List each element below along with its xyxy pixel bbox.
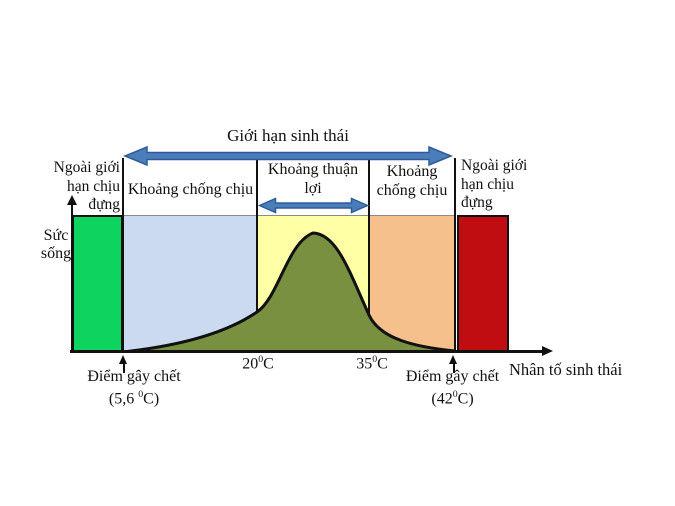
death-point-left-label: Điểm gây chết (5,6 0C) xyxy=(87,368,181,408)
death-point-right-arrow-icon xyxy=(448,355,457,364)
vitality-curve-fill xyxy=(123,233,455,352)
favorable-label: Khoảng thuận lợi xyxy=(267,161,359,197)
tick-35c-line xyxy=(368,160,370,352)
ecological-limit-arrow-icon xyxy=(123,145,453,167)
x-tick-20c: 200C xyxy=(242,354,274,373)
death-point-left-line xyxy=(122,158,124,352)
vitality-curve-outline xyxy=(123,231,455,353)
y-axis-label: Sức sống xyxy=(40,227,72,262)
x-axis-arrow-icon xyxy=(542,345,553,356)
vitality-curve xyxy=(123,231,455,353)
y-axis-line xyxy=(70,205,73,352)
outer-limit-label-right: Ngoài giới hạn chịu đựng xyxy=(461,157,528,211)
tick-20c-line xyxy=(256,160,258,352)
x-axis-label: Nhân tố sinh thái xyxy=(509,360,623,379)
resistance-left-label: Khoảng chống chịu xyxy=(127,181,254,198)
x-tick-35c: 350C xyxy=(356,354,388,373)
resistance-right-label: Khoảng chống chịu xyxy=(376,163,448,199)
death-point-right-label: Điểm gây chết (420C) xyxy=(405,368,500,408)
outer-limit-label-left: Ngoài giới hạn chịu đựng xyxy=(53,159,120,213)
lethal-zone-left-bar xyxy=(72,215,123,352)
resistance-zone-right xyxy=(369,215,455,352)
death-point-right-arrow-stem xyxy=(452,361,455,373)
favorable-range-arrow-icon xyxy=(258,197,369,214)
death-point-left-arrow-stem xyxy=(122,361,125,373)
x-axis-line xyxy=(70,350,544,353)
death-point-right-line xyxy=(454,158,456,352)
lethal-zone-right-bar xyxy=(457,215,509,352)
ecological-limit-title: Giới hạn sinh thái xyxy=(227,126,349,145)
y-axis-arrow-icon xyxy=(66,195,77,205)
death-point-left-arrow-icon xyxy=(118,355,127,364)
